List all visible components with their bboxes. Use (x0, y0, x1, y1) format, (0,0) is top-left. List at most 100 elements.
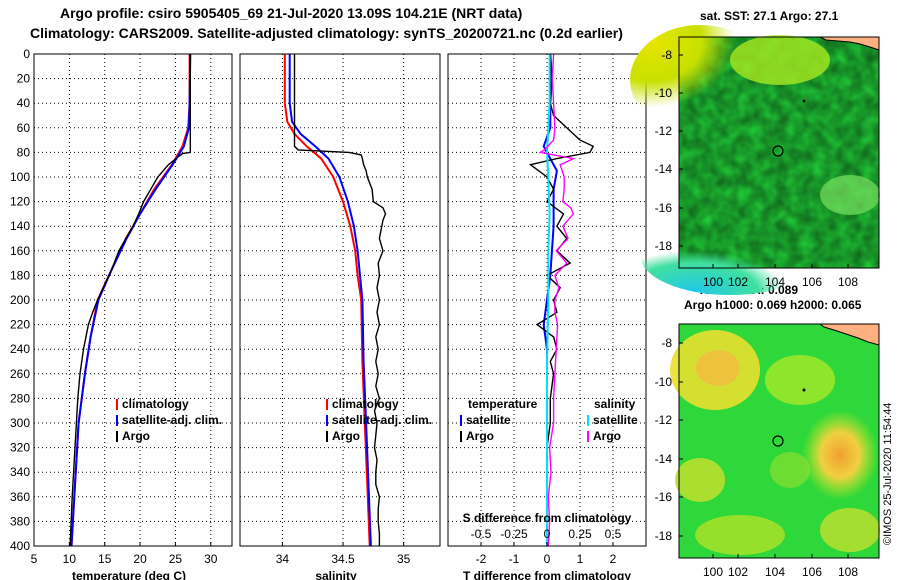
lat-tick-label: -14 (655, 162, 673, 176)
y-tick-label: 400 (10, 539, 30, 553)
argo-position-marker-sla (772, 435, 784, 447)
lat-tick-label: -10 (655, 86, 673, 100)
x-tick-label: 15 (98, 552, 112, 566)
x-tick-label: 34.5 (331, 552, 355, 566)
x-tick-label: 1 (577, 552, 584, 566)
lon-tick-label: 104 (765, 565, 785, 579)
x-axis-label: T difference from climatology (463, 569, 631, 580)
lat-tick-label: -12 (655, 124, 673, 138)
christmas-island-marker (802, 99, 806, 103)
series-satellite-adj-clim- (288, 54, 372, 547)
argo-position-marker (772, 145, 784, 157)
profile-panel-3: -2 -1 0 1 2 T difference from climatology temp… (447, 53, 647, 580)
y-tick-label: 360 (10, 490, 30, 504)
y-tick-label: 140 (10, 219, 30, 233)
y-tick-label: 0 (23, 47, 30, 61)
y-tick-label: 200 (10, 293, 30, 307)
legend-label: Argo (122, 429, 150, 443)
legend: climatology satellite-adj. clim. Argo (116, 397, 222, 443)
legend-label: satellite-adj. clim. (122, 413, 222, 427)
y-tick-label: 120 (10, 195, 30, 209)
lat-tick-label: -14 (655, 452, 673, 466)
x-axis-label: temperature (deg C) (72, 569, 186, 580)
y-tick-label: 100 (10, 170, 30, 184)
y-tick-label: 320 (10, 441, 30, 455)
lat-tick-label: -8 (661, 48, 672, 62)
x-tick-label: 10 (63, 552, 77, 566)
y-tick-label: 220 (10, 318, 30, 332)
legend: temperature salinity satellite satellite Arg… (460, 397, 638, 443)
y-tick-label: 180 (10, 268, 30, 282)
x2-tick-label: 0 (544, 527, 551, 541)
y-tick-label: 20 (17, 72, 31, 86)
legend-label: Argo (332, 429, 360, 443)
legend-label: climatology (332, 397, 399, 411)
lat-tick-label: -18 (655, 529, 673, 543)
plot-frame (33, 53, 233, 547)
sst-lon-ticks: 100 102 104 106 108 (703, 264, 858, 289)
figure-title-line2: Climatology: CARS2009. Satellite-adjuste… (30, 25, 623, 41)
x-tick-label: 25 (169, 552, 183, 566)
christmas-island-marker-sla (802, 388, 806, 392)
y-tick-label: 160 (10, 244, 30, 258)
figure-title-line1: Argo profile: csiro 5905405_69 21-Jul-20… (60, 5, 523, 21)
y-tick-label: 240 (10, 342, 30, 356)
sst-map: -8 -10 -12 -14 -16 -18 100 102 104 106 108 (630, 25, 880, 295)
lon-tick-label: 108 (838, 275, 858, 289)
sst-map-title: sat. SST: 27.1 Argo: 27.1 (700, 9, 839, 23)
legend-label: Argo (466, 429, 494, 443)
legend-label: climatology (122, 397, 189, 411)
lat-tick-label: -10 (655, 375, 673, 389)
x-axis-label: salinity (315, 569, 357, 580)
profile-panel-1: 5 10 15 20 25 30 temperature (deg C) 0 20 40 60 80 1… (10, 47, 233, 580)
x-tick-label: -1 (509, 552, 520, 566)
lat-tick-label: -16 (655, 201, 673, 215)
x-tick-label: 2 (610, 552, 617, 566)
lat-tick-label: -16 (655, 490, 673, 504)
lon-tick-label: 108 (838, 565, 858, 579)
legend: climatology satellite-adj. clim. Argo (326, 397, 432, 443)
y-tick-label: 60 (17, 121, 31, 135)
lon-tick-label: 102 (728, 275, 748, 289)
sla-lat-ticks: -8 -10 -12 -14 -16 -18 (655, 336, 683, 543)
plot-frame (239, 53, 441, 547)
profile-panel-2: 34 34.5 35 salinity climatology satellite-adj… (239, 53, 441, 580)
sla-map-title-line2: Argo h1000: 0.069 h2000: 0.065 (684, 298, 862, 312)
series-climatology (283, 54, 371, 547)
legend-label: satellite (466, 413, 511, 427)
sla-lon-ticks: 100 102 104 106 108 (703, 554, 858, 579)
lon-tick-label: 104 (765, 275, 785, 289)
lon-tick-label: 100 (703, 565, 723, 579)
y-tick-label: 80 (17, 145, 31, 159)
series-s-argo (538, 53, 576, 547)
x-tick-label: -2 (476, 552, 487, 566)
lat-tick-label: -12 (655, 413, 673, 427)
x-tick-label: 5 (31, 552, 38, 566)
legend-label: satellite (593, 413, 638, 427)
lon-tick-label: 106 (802, 565, 822, 579)
series-argo (293, 54, 387, 546)
sla-map: -8 -10 -12 -14 -16 -18 100 102 104 106 108 (655, 323, 880, 579)
legend-title-temperature: temperature (468, 397, 538, 411)
x-tick-label: 35 (397, 552, 411, 566)
x2-tick-label: -0.5 (471, 527, 492, 541)
x-tick-label: 30 (204, 552, 218, 566)
lat-tick-label: -18 (655, 239, 673, 253)
x2-tick-label: 0.5 (605, 527, 622, 541)
series-s-satellite (545, 54, 551, 546)
x-tick-label: 0 (544, 552, 551, 566)
x2-axis-label: S difference from climatology (463, 511, 632, 525)
y-tick-label: 40 (17, 96, 31, 110)
lon-tick-label: 102 (728, 565, 748, 579)
legend-label: satellite-adj. clim. (332, 413, 432, 427)
legend-label: Argo (593, 429, 621, 443)
x2-tick-label: -0.25 (500, 527, 528, 541)
x-tick-label: 20 (133, 552, 147, 566)
x-tick-label: 34 (276, 552, 290, 566)
series-t-argo (528, 54, 595, 546)
sst-lat-ticks: -8 -10 -12 -14 -16 -18 (655, 48, 683, 253)
y-tick-label: 380 (10, 514, 30, 528)
y-tick-label: 280 (10, 391, 30, 405)
